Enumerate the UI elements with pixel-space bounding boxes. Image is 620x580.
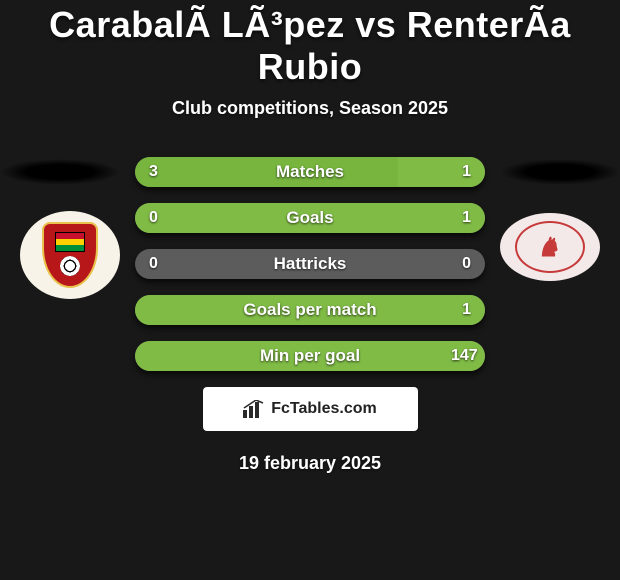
chart-icon xyxy=(243,400,265,418)
page-subtitle: Club competitions, Season 2025 xyxy=(0,98,620,119)
stat-value-left: 0 xyxy=(135,255,183,273)
stat-value-right: 1 xyxy=(437,209,485,227)
shadow-right xyxy=(500,159,620,185)
shield-icon xyxy=(42,222,98,288)
shadow-left xyxy=(0,159,120,185)
stat-fill-right xyxy=(135,341,485,371)
stat-value-right: 0 xyxy=(437,255,485,273)
brand-box[interactable]: FcTables.com xyxy=(203,387,418,431)
stat-fill-right xyxy=(135,203,485,233)
comparison-widget: CarabalÃ­ LÃ³pez vs RenterÃ­a Rubio Club… xyxy=(0,0,620,474)
stat-row: 0 0Hattricks xyxy=(135,249,485,279)
stats-list: 31Matches01Goals00Hattricks1Goals per ma… xyxy=(135,151,485,371)
page-title: CarabalÃ­ LÃ³pez vs RenterÃ­a Rubio xyxy=(0,4,620,88)
stat-label: Hattricks xyxy=(135,249,485,279)
team-badge-left xyxy=(20,211,120,299)
badge-left-circle xyxy=(20,211,120,299)
stat-value-left: 0 xyxy=(135,209,183,227)
badge-right-circle: ♞ xyxy=(500,213,600,281)
stat-fill-right xyxy=(135,295,485,325)
lion-icon: ♞ xyxy=(538,232,561,263)
stat-row: 01Goals xyxy=(135,203,485,233)
team-badge-right: ♞ xyxy=(500,213,600,281)
stat-value-right: 1 xyxy=(437,301,485,319)
ring-icon: ♞ xyxy=(515,221,585,273)
stat-row: 147Min per goal xyxy=(135,341,485,371)
stat-row: 31Matches xyxy=(135,157,485,187)
stat-value-right: 147 xyxy=(437,347,485,365)
stat-value-left: 3 xyxy=(135,163,183,181)
date-text: 19 february 2025 xyxy=(0,453,620,474)
stat-row: 1Goals per match xyxy=(135,295,485,325)
stats-arena: ♞ 31Matches01Goals00Hattricks1Goals per … xyxy=(0,151,620,474)
stat-value-right: 1 xyxy=(437,163,485,181)
ball-icon xyxy=(60,256,80,276)
brand-text: FcTables.com xyxy=(271,400,377,418)
